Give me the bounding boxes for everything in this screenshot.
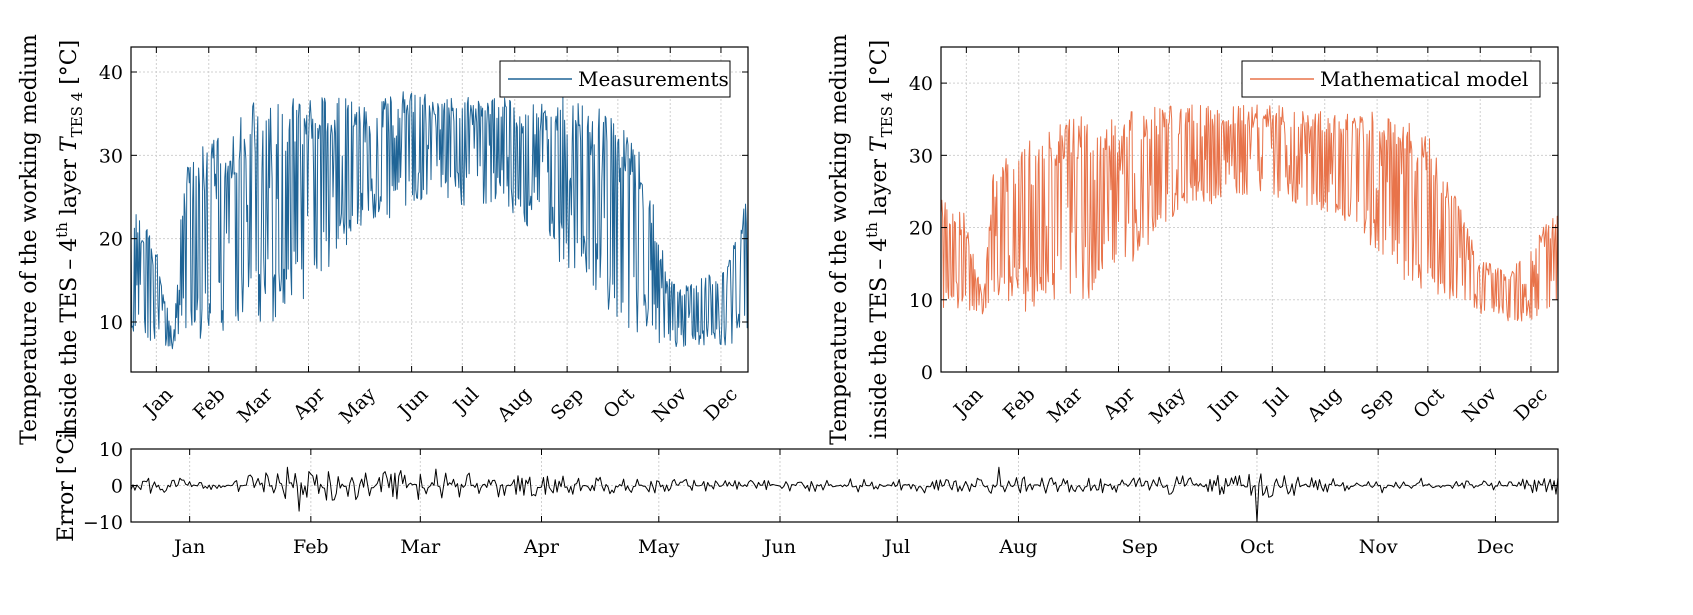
- legend-label: Measurements: [578, 67, 729, 91]
- axes-frame: [130, 46, 749, 373]
- x-tick-label: Jun: [1203, 383, 1243, 423]
- x-tick-label: May: [335, 383, 380, 428]
- y-tick-label: 30: [99, 145, 123, 167]
- ylabel-mid: layer: [57, 152, 82, 222]
- y-axis-label-line2: inside the TES – 4th layer TTES 4 [°C]: [863, 40, 896, 439]
- x-tick-label: Aug: [492, 383, 535, 426]
- y-tick-label: 10: [909, 290, 933, 312]
- x-tick-label: Feb: [293, 536, 329, 558]
- legend-label: Mathematical model: [1320, 67, 1528, 91]
- y-axis-label-line2: inside the TES – 4th layer TTES 4 [°C]: [53, 40, 86, 439]
- ylabel-symbol: T: [57, 135, 82, 152]
- x-tick-label: Jun: [762, 536, 796, 558]
- ylabel-main: inside the TES – 4: [57, 238, 82, 439]
- panel-model: 0 10 20 30 40 Jan Feb Mar Apr May Jun Jul Aug Sep Oct N…: [827, 34, 1559, 445]
- y-axis-label: Error [°C]: [54, 429, 79, 542]
- x-tick-label: Nov: [1359, 536, 1398, 558]
- x-tick-label: Nov: [1458, 383, 1501, 426]
- x-tick-label: Jul: [882, 536, 910, 558]
- x-tick-label: Feb: [189, 383, 230, 424]
- ylabel-unit: [°C]: [867, 40, 892, 92]
- x-tick-label: Feb: [999, 383, 1040, 424]
- ylabel-subscript: TES 4: [878, 92, 896, 138]
- x-tick-label: May: [638, 536, 680, 558]
- y-axis-label-line1: Temperature of the working medium: [17, 34, 42, 445]
- ylabel-symbol: T: [867, 135, 892, 152]
- y-tick-label: 10: [99, 439, 123, 461]
- series-line-model: [941, 104, 1558, 322]
- x-tick-label: Oct: [599, 383, 639, 423]
- x-tick-label: Jul: [448, 383, 483, 418]
- x-tick-label: Nov: [648, 383, 691, 426]
- x-tick-label: Jul: [1258, 383, 1293, 418]
- x-tick-label: Apr: [1098, 383, 1140, 425]
- x-tick-label: Aug: [998, 536, 1037, 558]
- x-tick-label: Jan: [172, 536, 205, 558]
- x-tick-label: Jun: [393, 383, 433, 423]
- ylabel-unit: [°C]: [57, 40, 82, 92]
- x-tick-label: Mar: [233, 383, 277, 427]
- x-tick-label: Mar: [1043, 383, 1087, 427]
- x-tick-label: Jan: [138, 383, 177, 422]
- y-tick-label: 0: [111, 476, 123, 498]
- x-tick-label: Dec: [1477, 536, 1514, 558]
- y-tick-label: 10: [99, 312, 123, 334]
- x-tick-label: Oct: [1409, 383, 1449, 423]
- y-tick-label: 20: [99, 229, 123, 251]
- x-tick-label: Aug: [1302, 383, 1345, 426]
- x-tick-label: Apr: [523, 536, 560, 558]
- y-axis-label-line1: Temperature of the working medium: [827, 34, 852, 445]
- x-tick-label: Sep: [1121, 536, 1157, 558]
- x-tick-label: Dec: [700, 383, 742, 425]
- ylabel-subscript: TES 4: [68, 92, 86, 138]
- series-line-error: [131, 466, 1558, 522]
- x-tick-label: Oct: [1240, 536, 1274, 558]
- y-tick-label: 0: [921, 362, 933, 384]
- ylabel-main: inside the TES – 4: [867, 238, 892, 439]
- legend: Measurements: [499, 60, 731, 98]
- x-tick-label: Apr: [288, 383, 330, 425]
- x-tick-label: Jan: [948, 383, 987, 422]
- y-tick-label: 40: [99, 62, 123, 84]
- panel-error: −10 0 10 Jan Feb Mar Apr May Jun Jul Aug Sep Oct Nov D…: [54, 429, 1559, 558]
- ylabel-superscript: th: [863, 222, 881, 238]
- legend: Mathematical model: [1241, 60, 1541, 98]
- y-tick-label: 40: [909, 73, 933, 95]
- y-tick-label: −10: [83, 512, 123, 534]
- axes-frame: [940, 46, 1559, 373]
- x-tick-label: Dec: [1510, 383, 1552, 425]
- series-line-measurements: [131, 91, 748, 350]
- ylabel-superscript: th: [53, 222, 71, 238]
- x-tick-label: May: [1145, 383, 1190, 428]
- panel-measurements: 10 20 30 40 Jan Feb Mar Apr May Jun Jul Aug Sep Oct No…: [17, 34, 749, 445]
- x-tick-label: Mar: [400, 536, 441, 558]
- ylabel-mid: layer: [867, 152, 892, 222]
- y-tick-label: 20: [909, 218, 933, 240]
- y-tick-label: 30: [909, 145, 933, 167]
- x-tick-label: Sep: [1357, 383, 1398, 424]
- x-tick-label: Sep: [547, 383, 588, 424]
